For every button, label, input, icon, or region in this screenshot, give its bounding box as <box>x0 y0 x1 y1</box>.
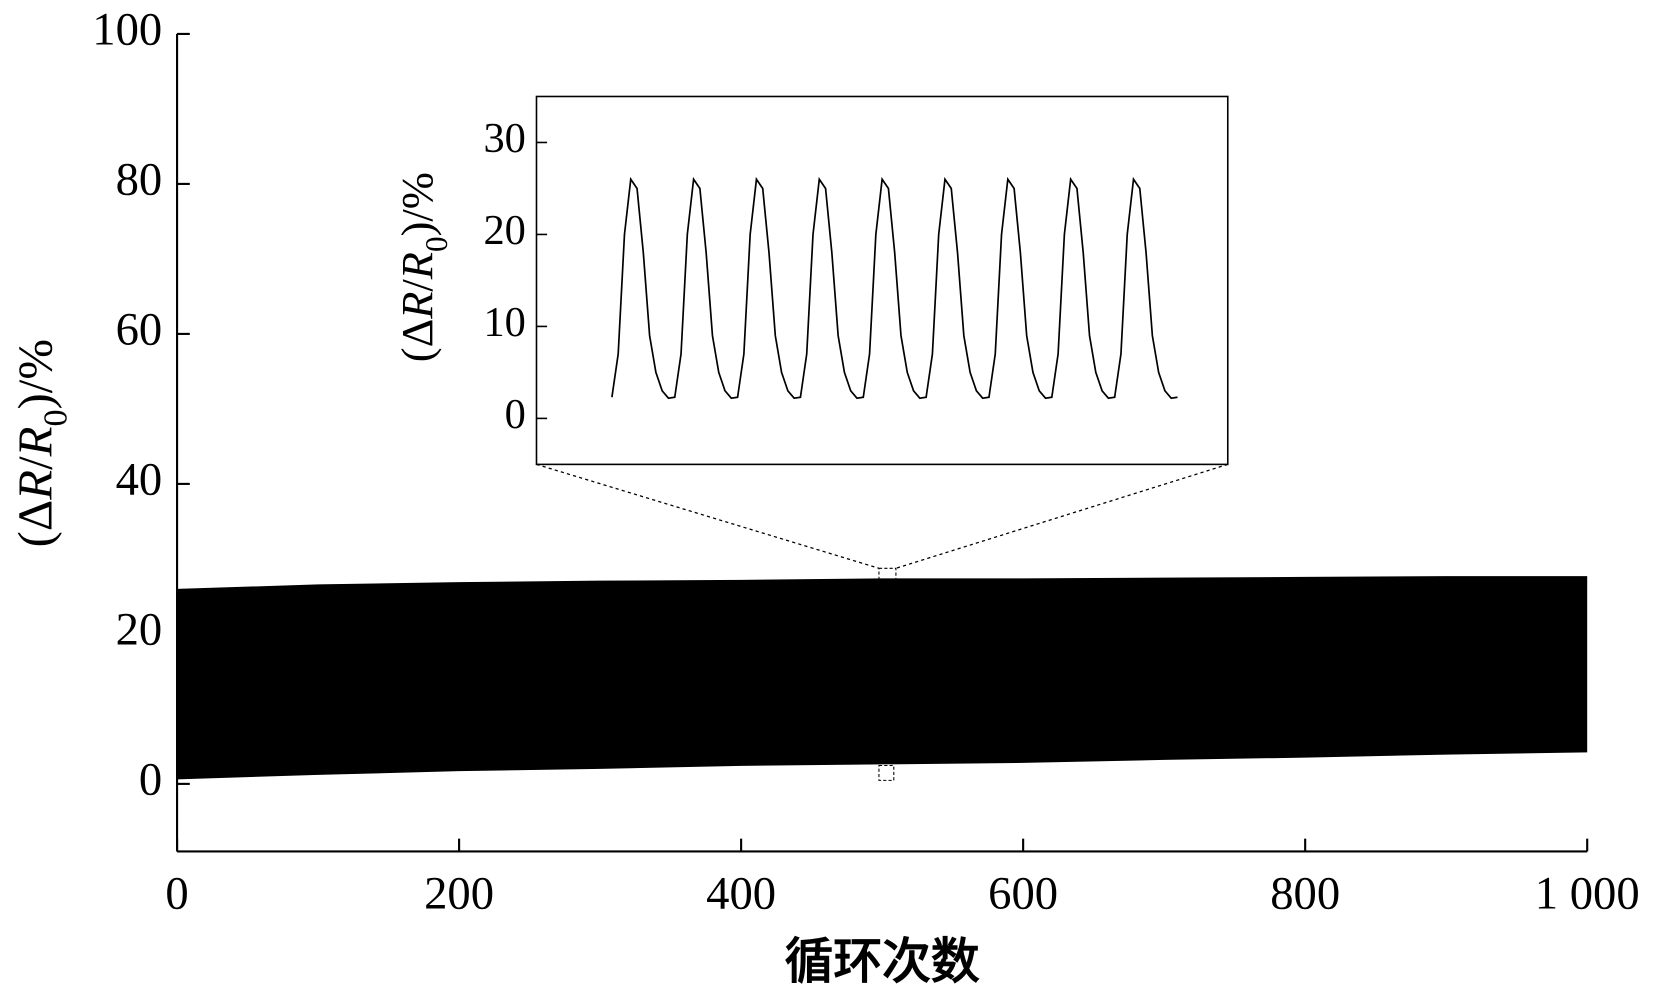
x-tick-label: 600 <box>988 868 1058 920</box>
inset-y-tick-label: 0 <box>505 391 526 438</box>
x-tick-label: 800 <box>1270 868 1340 920</box>
zoom-line <box>895 463 1228 569</box>
x-tick-label: 1 000 <box>1535 868 1640 920</box>
inset-y-tick-label: 30 <box>483 115 525 162</box>
x-tick-label: 400 <box>706 868 776 920</box>
y-tick-label: 80 <box>116 154 163 206</box>
y-axis-label: (ΔR/R0)/% <box>8 339 74 547</box>
inset-y-axis-label: (ΔR/R0)/% <box>392 172 453 362</box>
y-tick-label: 0 <box>139 754 162 806</box>
y-tick-label: 40 <box>116 454 163 506</box>
x-tick-label: 200 <box>424 868 494 920</box>
y-tick-label: 60 <box>116 304 163 356</box>
inset-y-tick-label: 10 <box>483 299 525 346</box>
inset-frame <box>535 95 1229 466</box>
x-tick-label: 0 <box>165 868 188 920</box>
inset-y-tick-label: 20 <box>483 207 525 254</box>
y-tick-label: 100 <box>92 4 162 56</box>
y-tick-label: 20 <box>116 604 163 656</box>
inset-line <box>611 176 1178 400</box>
signal-band <box>177 576 1588 780</box>
zoom-line <box>536 463 880 569</box>
zoom-box <box>878 764 895 781</box>
x-axis-label: 循环次数 <box>785 935 980 989</box>
